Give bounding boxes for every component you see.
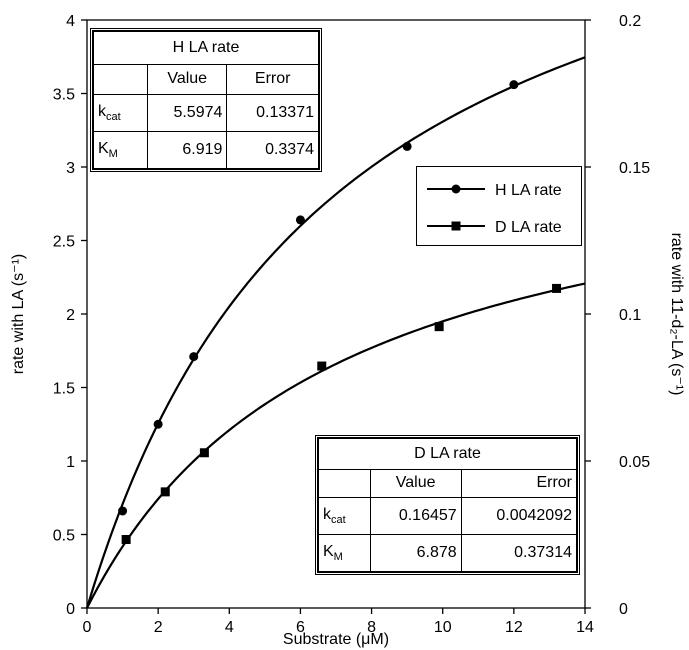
- y-left-tick-label: 0: [66, 601, 75, 618]
- y-left-tick-label: 0.5: [53, 528, 75, 545]
- y-left-tick-label: 3: [66, 160, 75, 177]
- legend-h-label: H LA rate: [495, 182, 562, 199]
- y-right-axis-label: rate with 11-d₂-LA (s⁻¹): [668, 233, 685, 396]
- d-la-data-point: [552, 283, 562, 293]
- h-table-km-value: 6.919: [146, 130, 228, 170]
- y-right-tick-label: 0.15: [619, 160, 650, 177]
- x-tick-label: 4: [225, 619, 234, 636]
- y-left-tick-label: 3.5: [53, 87, 75, 104]
- y-left-axis-label: rate with LA (s⁻¹): [10, 254, 27, 374]
- y-left-tick-label: 1.5: [53, 381, 75, 398]
- d-table-km-label: KM: [318, 533, 371, 573]
- d-table-km-error: 0.37314: [460, 533, 578, 573]
- y-left-tick-label: 2: [66, 307, 75, 324]
- d-la-data-point: [434, 322, 444, 332]
- y-right-tick-label: 0.05: [619, 454, 650, 471]
- y-left-tick-label: 2.5: [53, 234, 75, 251]
- d-table-kcat-error: 0.0042092: [460, 496, 578, 535]
- x-axis-label: Substrate (μM): [283, 631, 389, 648]
- d-la-data-point: [199, 448, 209, 458]
- h-table-km-error: 0.3374: [226, 130, 319, 170]
- x-tick-label: 0: [83, 619, 92, 636]
- d-la-fit-table: D LA rate Value Error kcat 0.16457 0.004…: [315, 435, 580, 575]
- d-la-data-point: [317, 361, 327, 371]
- d-table-error-header: Error: [460, 468, 578, 498]
- y-left-tick-label: 1: [66, 454, 75, 471]
- d-table-kcat-value: 0.16457: [369, 496, 462, 535]
- h-la-data-point: [509, 80, 519, 90]
- y-right-tick-label: 0: [619, 601, 628, 618]
- data-points: [118, 80, 562, 544]
- d-table-value-header: Value: [369, 468, 462, 498]
- h-table-kcat-value: 5.5974: [146, 94, 228, 132]
- legend-h-marker: [451, 184, 461, 194]
- x-tick-label: 14: [576, 619, 594, 636]
- d-table-km-value: 6.878: [369, 533, 462, 573]
- d-la-fit-curve: [86, 282, 586, 609]
- x-tick-label: 10: [434, 619, 452, 636]
- y-left-tick-label: 4: [66, 13, 75, 30]
- h-la-data-point: [402, 141, 412, 151]
- h-table-value-header: Value: [146, 63, 228, 96]
- d-table-corner: [318, 468, 371, 498]
- d-la-data-point: [160, 487, 170, 497]
- x-tick-label: 12: [505, 619, 523, 636]
- d-la-data-point: [121, 534, 131, 544]
- fit-curves: [85, 56, 586, 609]
- h-table-kcat-error: 0.13371: [226, 94, 319, 132]
- x-tick-label: 2: [154, 619, 163, 636]
- y-right-tick-label: 0.1: [619, 307, 641, 324]
- d-table-title: D LA rate: [318, 438, 577, 470]
- legend-d-label: D LA rate: [495, 219, 562, 236]
- axes: [81, 19, 591, 614]
- axis-labels: 0 2 4 6 8 10 12 14 0 0.5 1 1.5 2 2.5 3 3.5 4 0 0.05 0.1 0.15…: [10, 13, 685, 648]
- h-la-fit-table: H LA rate Value Error kcat 5.5974 0.1337…: [90, 28, 322, 172]
- h-table-kcat-label: kcat: [93, 94, 148, 132]
- legend-d-marker: [451, 221, 461, 231]
- h-table-km-label: KM: [93, 130, 148, 170]
- h-la-data-point: [153, 419, 163, 429]
- legend-graphics: H LA rate D LA rate: [427, 182, 562, 236]
- legend: H LA rate D LA rate: [416, 166, 582, 246]
- h-la-data-point: [189, 352, 199, 362]
- h-table-corner: [93, 63, 148, 96]
- h-table-error-header: Error: [226, 63, 319, 96]
- h-table-title: H LA rate: [93, 31, 319, 65]
- x-tick-label: 8: [367, 619, 376, 636]
- x-tick-label: 6: [296, 619, 305, 636]
- h-la-data-point: [118, 506, 128, 516]
- h-la-fit-curve: [85, 56, 586, 609]
- y-right-tick-label: 0.2: [619, 13, 641, 30]
- d-table-kcat-label: kcat: [318, 496, 371, 535]
- h-la-data-point: [295, 215, 305, 225]
